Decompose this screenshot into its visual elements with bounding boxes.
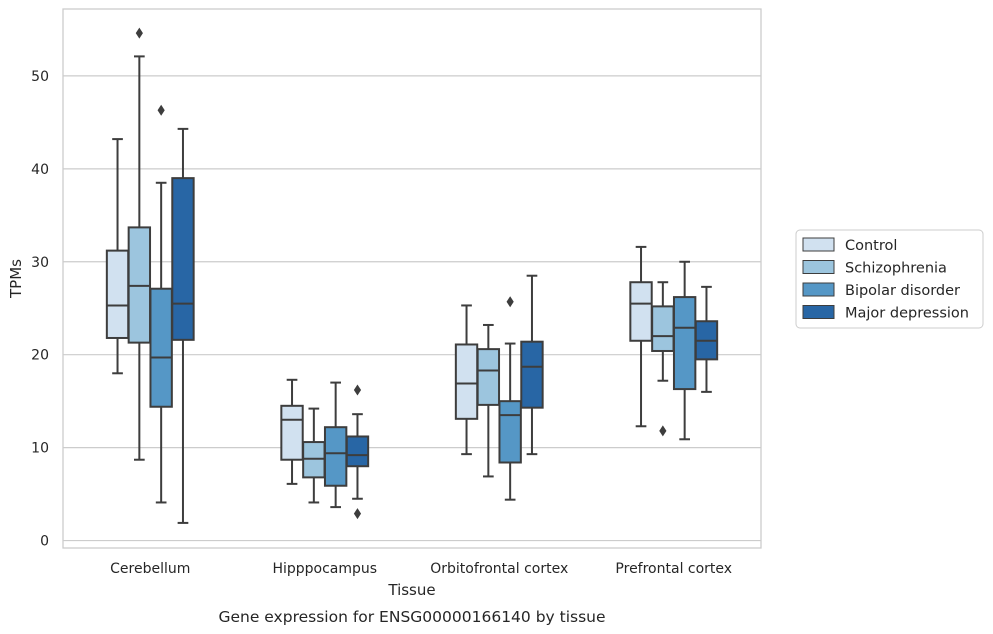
box	[280, 378, 304, 485]
legend-swatch	[802, 260, 835, 274]
iqr-box	[629, 281, 653, 342]
y-axis-ticks: 0 10 20 30 40 50	[31, 69, 49, 550]
x-tick-label: Cerebellum	[110, 561, 190, 577]
legend-item: Schizophrenia	[802, 260, 947, 277]
y-tick-label: 20	[31, 348, 49, 364]
series-schizophrenia	[127, 27, 675, 504]
iqr-box	[105, 249, 130, 339]
y-tick-label: 10	[31, 441, 49, 457]
plot-frame	[62, 8, 762, 549]
legend-swatch	[802, 282, 835, 297]
legend: Control Schizophrenia Bipolar disorder Majo…	[795, 229, 984, 329]
box	[498, 296, 522, 501]
outlier-point	[506, 296, 514, 308]
iqr-box	[323, 426, 348, 487]
legend-label: Bipolar disorder	[845, 283, 960, 299]
box	[105, 138, 130, 375]
y-tick-label: 30	[31, 255, 49, 271]
iqr-box	[149, 287, 173, 408]
x-axis-label: Tissue	[387, 581, 435, 599]
legend-item: Bipolar disorder	[802, 282, 960, 299]
box	[323, 381, 348, 509]
box	[520, 274, 544, 456]
legend-swatch	[802, 237, 835, 252]
x-axis-ticks: Cerebellum Hipppocampus Orbitofrontal cort…	[110, 561, 732, 577]
box	[694, 285, 719, 393]
series-control	[105, 138, 653, 485]
box	[651, 281, 675, 437]
iqr-box	[651, 305, 675, 352]
box	[127, 27, 152, 461]
iqr-box	[672, 296, 697, 391]
outlier-point	[353, 384, 362, 396]
outlier-point	[659, 425, 667, 437]
iqr-box	[498, 400, 522, 464]
series-bipolar-disorder	[149, 104, 697, 509]
iqr-box	[345, 435, 370, 468]
iqr-box	[280, 404, 304, 461]
legend-swatch	[802, 305, 835, 319]
iqr-box	[476, 348, 501, 406]
legend-label: Schizophrenia	[845, 261, 947, 277]
box-series	[105, 27, 719, 524]
box	[171, 127, 195, 524]
box	[454, 304, 479, 456]
x-tick-label: Hipppocampus	[272, 561, 377, 577]
y-tick-label: 40	[31, 162, 49, 178]
box	[149, 104, 173, 504]
outlier-point	[353, 508, 362, 520]
y-axis-label: TPMs	[7, 259, 25, 299]
legend-item: Major depression	[802, 305, 969, 322]
x-tick-label: Orbitofrontal cortex	[430, 561, 568, 577]
legend-frame	[795, 229, 984, 329]
box	[672, 260, 697, 441]
iqr-box	[520, 340, 544, 409]
legend-label: Major depression	[845, 306, 969, 322]
x-tick-label: Prefrontal cortex	[615, 561, 732, 577]
iqr-box	[171, 177, 195, 341]
y-tick-label: 50	[31, 69, 49, 85]
iqr-box	[454, 343, 479, 420]
box	[345, 384, 370, 520]
series-major-depression	[171, 127, 719, 524]
y-tick-label: 0	[40, 534, 49, 550]
outlier-point	[157, 104, 165, 116]
box	[629, 245, 653, 428]
box	[302, 407, 326, 504]
legend-label: Control	[845, 238, 897, 254]
legend-item: Control	[802, 237, 897, 254]
box	[476, 323, 501, 478]
outlier-point	[135, 27, 143, 39]
chart-caption: Gene expression for ENSG00000166140 by t…	[218, 608, 605, 626]
